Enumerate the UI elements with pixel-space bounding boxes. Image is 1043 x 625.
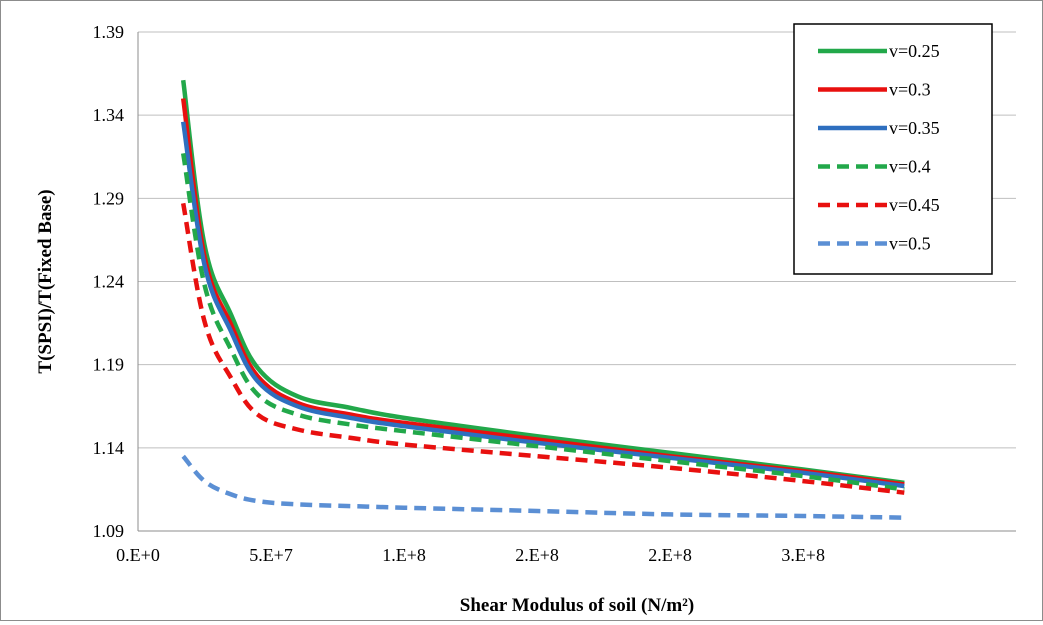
legend-label-3: v=0.4	[889, 157, 931, 177]
x-tick-label: 0.E+0	[116, 545, 160, 565]
x-axis-ticks: 0.E+0 5.E+7 1.E+8 2.E+8 2.E+8 3.E+8	[116, 545, 825, 565]
grid-lines	[137, 31, 1016, 532]
legend-label-1: v=0.3	[889, 80, 931, 100]
y-axis-title: T(SPSI)/T(Fixed Base)	[35, 189, 56, 373]
x-tick-label: 1.E+8	[382, 545, 426, 565]
y-tick-label: 1.14	[93, 438, 125, 458]
y-axis-ticks: 1.09 1.14 1.19 1.24 1.29 1.34 1.39	[93, 22, 125, 541]
series-line-5	[181, 454, 905, 520]
series-line-4	[180, 202, 905, 495]
series-line-3	[180, 153, 905, 492]
y-tick-label: 1.29	[93, 188, 125, 208]
legend-label-5: v=0.5	[889, 234, 931, 254]
y-tick-label: 1.24	[93, 272, 125, 292]
x-axis-title: Shear Modulus of soil (N/m²)	[460, 595, 694, 616]
series-line-0	[180, 79, 905, 486]
legend-label-4: v=0.45	[889, 195, 940, 215]
y-tick-label: 1.09	[93, 521, 125, 541]
x-tick-label: 2.E+8	[515, 545, 559, 565]
legend-box	[793, 23, 993, 275]
x-tick-label: 3.E+8	[781, 545, 825, 565]
series-line-2	[180, 121, 905, 489]
legend: v=0.25 v=0.3 v=0.35 v=0.4 v=0.45 v=0.5	[793, 23, 993, 275]
legend-label-2: v=0.35	[889, 118, 940, 138]
y-tick-label: 1.34	[93, 105, 125, 125]
series-lines	[180, 79, 905, 520]
y-tick-label: 1.19	[93, 355, 125, 375]
x-tick-label: 2.E+8	[648, 545, 692, 565]
legend-label-0: v=0.25	[889, 41, 940, 61]
x-tick-label: 5.E+7	[249, 545, 293, 565]
y-tick-label: 1.39	[93, 22, 125, 42]
